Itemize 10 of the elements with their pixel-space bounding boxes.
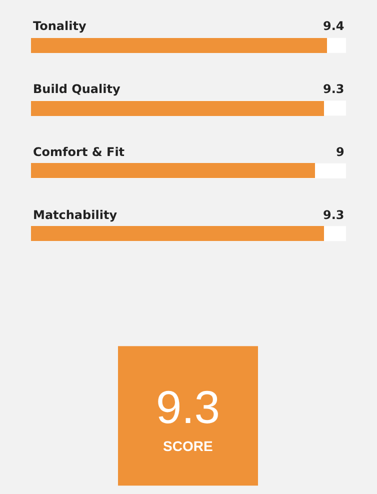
data-label: 9.3 (323, 208, 344, 222)
text: 9.3 (156, 381, 220, 433)
y-tick-label: Comfort & Fit (33, 145, 125, 159)
data-label: 9 (336, 145, 344, 159)
y-tick-label: Tonality (33, 19, 86, 33)
text: SCORE (163, 438, 213, 454)
y-tick-label: Build Quality (33, 82, 120, 96)
y-tick-label: Matchability (33, 208, 118, 222)
data-label: 9.4 (323, 19, 344, 33)
data-label: 9.3 (323, 82, 344, 96)
